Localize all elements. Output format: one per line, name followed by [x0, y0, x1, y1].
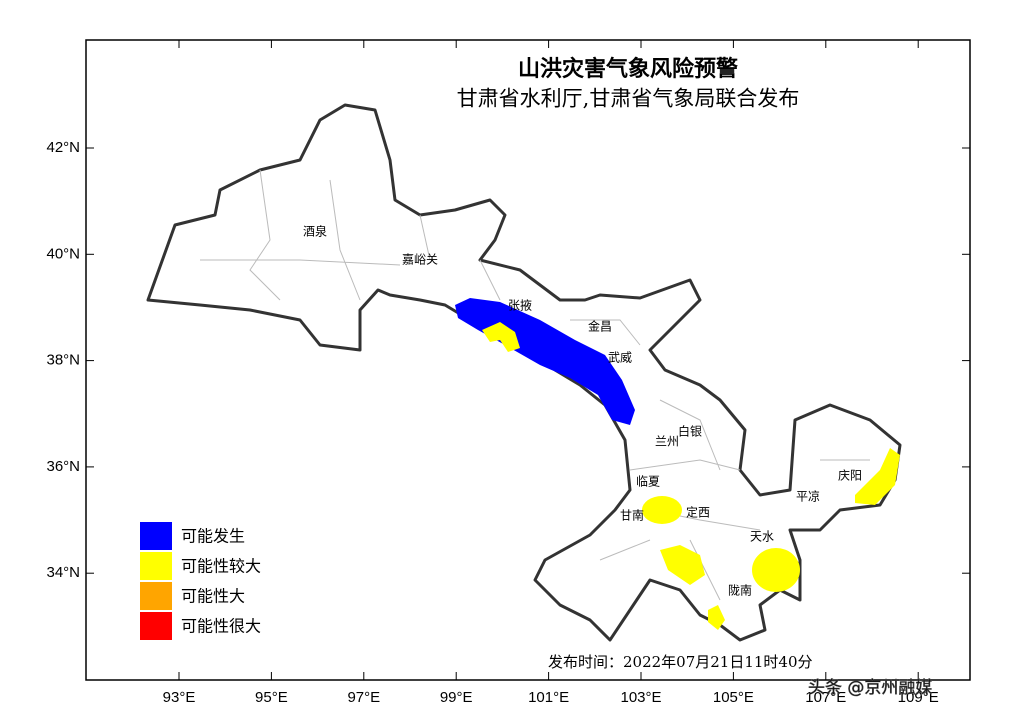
place-label: 定西 [686, 505, 710, 520]
lon-tick-label: 103°E [620, 689, 661, 706]
legend-label: 可能发生 [181, 527, 245, 546]
place-label: 嘉峪关 [402, 253, 438, 267]
legend-swatch [140, 552, 172, 580]
place-label: 白银 [678, 424, 702, 439]
legend-label: 可能性较大 [181, 557, 261, 576]
lon-tick-label: 97°E [347, 689, 380, 706]
place-label: 陇南 [728, 583, 752, 598]
lat-tick-label: 40°N [46, 245, 80, 262]
legend-label: 可能性大 [181, 587, 245, 606]
place-label: 金昌 [588, 319, 612, 334]
lat-tick-label: 36°N [46, 458, 80, 475]
legend-label: 可能性很大 [181, 617, 261, 636]
place-label: 武威 [608, 351, 632, 365]
lat-tick-label: 38°N [46, 352, 80, 369]
release-time: 发布时间：2022年07月21日11时40分 [548, 653, 813, 671]
county-borders [200, 169, 870, 601]
lon-tick-label: 99°E [440, 689, 473, 706]
lon-tick-label: 107°E [805, 689, 846, 706]
place-label: 酒泉 [303, 225, 327, 239]
lat-tick-label: 42°N [46, 139, 80, 156]
map-subtitle: 甘肃省水利厅,甘肃省气象局联合发布 [457, 87, 800, 111]
place-label: 天水 [750, 530, 774, 544]
place-label: 张掖 [508, 299, 532, 313]
place-label: 庆阳 [838, 469, 862, 483]
place-label: 临夏 [636, 475, 660, 489]
lon-tick-label: 95°E [255, 689, 288, 706]
legend-swatch [140, 522, 172, 550]
map-title: 山洪灾害气象风险预警 [518, 56, 738, 82]
map-frame [85, 39, 971, 681]
legend-swatch [140, 582, 172, 610]
lon-tick-label: 109°E [898, 689, 939, 706]
lat-tick-label: 34°N [46, 564, 80, 581]
place-label: 兰州 [655, 435, 679, 449]
warning-area-yellow [482, 322, 900, 630]
place-labels: 酒泉 嘉峪关 张掖 金昌 武威 白银 兰州 临夏 庆阳 平凉 甘南 定西 天水 … [303, 225, 862, 598]
legend-swatch [140, 612, 172, 640]
lon-tick-label: 93°E [163, 689, 196, 706]
axis-ticks: 42°N 40°N 38°N 36°N 34°N 93°E 95°E 97°E 99°E 101°… [46, 40, 970, 706]
place-label: 平凉 [796, 489, 820, 504]
lon-tick-label: 101°E [528, 689, 569, 706]
place-label: 甘南 [620, 508, 644, 523]
watermark: 头条 @京州融媒 [808, 678, 932, 698]
lon-tick-label: 105°E [713, 689, 754, 706]
